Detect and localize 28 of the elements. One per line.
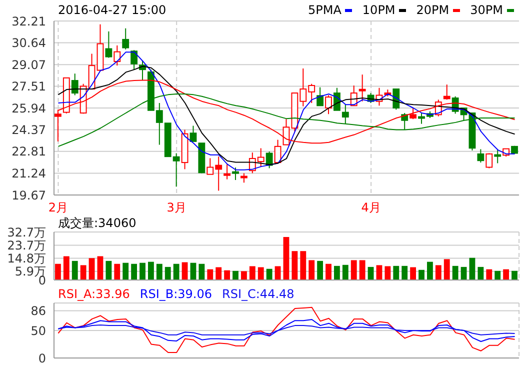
legend-label: 20PM: [416, 3, 450, 17]
y-tick-label: 27.51: [12, 79, 46, 94]
y-tick-label: 5.9万: [14, 264, 46, 279]
y-tick-label: 14.8万: [7, 252, 46, 266]
y-tick-label: 32.7万: [7, 225, 46, 240]
y-tick-label: 0: [38, 351, 46, 365]
series-label: RSI_A:33.96: [58, 287, 130, 301]
y-tick-label: 23.7万: [7, 238, 46, 252]
y-tick-label: 32.21: [12, 14, 46, 28]
x-tick-label: 4月: [361, 200, 381, 215]
chart-title: 成交量:34060: [58, 215, 136, 232]
y-tick-label: 19.67: [12, 188, 46, 202]
legend-label: 30PM: [470, 3, 504, 17]
y-tick-label: 30.64: [12, 36, 46, 50]
legend-label: 5PMA: [308, 3, 342, 17]
y-tick-label: 21.24: [12, 166, 46, 180]
x-tick-label: 3月: [166, 200, 186, 215]
x-tick-label: 2月: [48, 200, 68, 215]
legend-label: 10PM: [362, 3, 396, 17]
y-tick-label: 24.37: [12, 123, 46, 138]
text: RSI_B:39.06: [140, 287, 212, 301]
y-tick-label: 29.07: [12, 58, 46, 72]
y-tick-label: 22.81: [12, 144, 46, 159]
text: RSI_C:44.48: [222, 287, 294, 301]
chart-title: 2016-04-27 15:00: [58, 3, 166, 17]
y-tick-label: 86: [30, 304, 46, 318]
y-tick-label: 50: [30, 324, 46, 338]
y-tick-label: 25.94: [12, 101, 46, 116]
